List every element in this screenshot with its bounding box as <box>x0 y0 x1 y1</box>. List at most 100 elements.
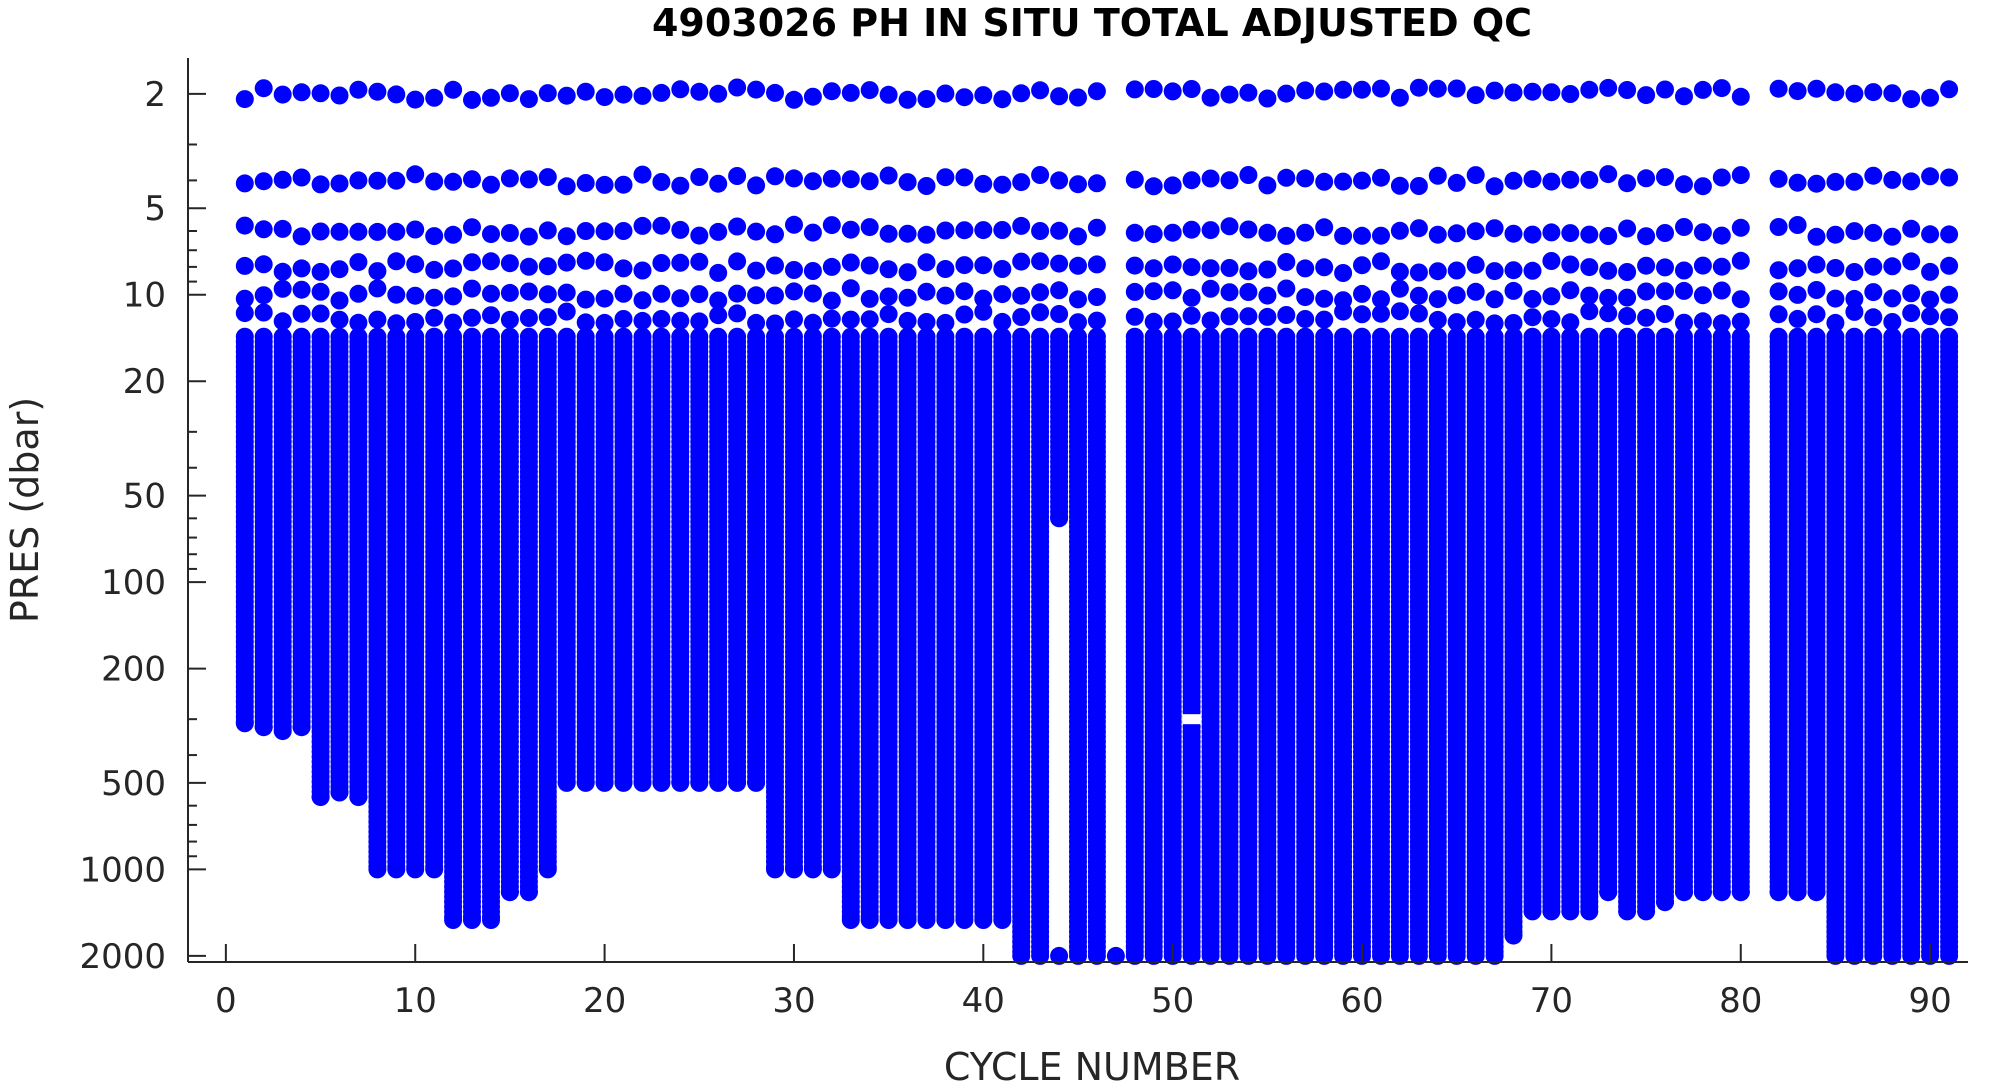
data-point <box>709 84 728 103</box>
data-point <box>576 251 595 270</box>
data-point <box>330 86 349 105</box>
data-point <box>841 220 860 239</box>
data-point <box>936 286 955 305</box>
data-point <box>822 309 841 328</box>
data-point <box>235 90 254 109</box>
data-point <box>406 313 425 331</box>
data-point <box>614 85 633 104</box>
data-point <box>482 88 500 107</box>
data-point <box>936 168 955 187</box>
data-point <box>614 259 633 278</box>
data-point <box>974 86 993 105</box>
data-point <box>822 257 841 276</box>
data-point <box>425 860 444 879</box>
data-point <box>747 261 766 280</box>
data-point <box>1012 216 1031 235</box>
data-point <box>822 169 841 188</box>
data-point <box>633 86 652 105</box>
data-point <box>822 216 841 235</box>
data-point <box>936 84 955 103</box>
data-point <box>482 284 500 303</box>
data-point <box>406 286 425 305</box>
data-point <box>822 291 841 310</box>
data-point <box>519 309 538 327</box>
data-point <box>538 84 557 103</box>
data-point <box>1012 252 1031 271</box>
data-point <box>1087 311 1106 330</box>
data-point <box>500 169 519 188</box>
data-point <box>974 221 993 240</box>
data-point <box>822 82 841 101</box>
data-point <box>766 256 784 275</box>
data-point <box>1012 308 1031 326</box>
data-point <box>368 860 387 879</box>
data-point <box>349 222 368 241</box>
data-point <box>671 773 690 792</box>
data-point <box>538 285 557 304</box>
data-point <box>273 312 292 331</box>
data-point <box>500 883 519 902</box>
data-point <box>917 225 936 244</box>
data-point <box>254 79 273 98</box>
data-point <box>311 788 330 807</box>
data-point <box>766 167 784 186</box>
data-point <box>898 90 917 109</box>
data-point <box>879 911 898 929</box>
data-point <box>368 171 387 190</box>
data-point <box>254 286 273 305</box>
data-point <box>785 860 803 879</box>
data-point <box>292 718 311 737</box>
data-point <box>879 166 898 185</box>
data-point <box>330 310 349 329</box>
data-point <box>387 285 406 304</box>
data-point <box>387 252 406 271</box>
data-point <box>728 217 747 236</box>
data-point <box>595 88 614 107</box>
data-point <box>538 221 557 240</box>
plot-markers <box>235 78 1959 965</box>
data-point <box>898 224 917 243</box>
data-point <box>519 227 538 246</box>
data-point <box>898 173 917 192</box>
data-point <box>841 911 860 929</box>
data-point <box>860 289 879 308</box>
data-point <box>879 85 898 104</box>
data-point <box>557 302 576 321</box>
data-point <box>993 260 1012 278</box>
data-point <box>841 279 860 298</box>
data-point <box>463 911 481 929</box>
data-point <box>463 308 481 327</box>
data-point <box>785 261 803 279</box>
data-point <box>576 222 595 240</box>
data-point <box>1031 81 1050 100</box>
data-point <box>292 280 311 299</box>
data-point <box>500 254 519 273</box>
data-point <box>955 221 974 240</box>
data-point <box>633 311 652 330</box>
data-point <box>747 286 766 305</box>
data-point <box>633 165 652 184</box>
data-point <box>463 279 481 298</box>
data-point <box>1031 303 1050 322</box>
data-point <box>1050 254 1069 273</box>
data-point <box>955 88 974 107</box>
data-point <box>482 911 500 929</box>
data-point <box>406 220 425 239</box>
data-point <box>652 254 671 272</box>
data-point <box>482 175 500 194</box>
data-point <box>652 284 671 303</box>
data-point <box>576 82 595 101</box>
data-point <box>330 260 349 279</box>
data-point <box>993 911 1012 929</box>
data-point <box>1050 221 1069 240</box>
data-point <box>519 883 538 902</box>
data-point <box>614 222 633 240</box>
data-point <box>898 311 917 330</box>
data-point <box>690 252 709 271</box>
data-point <box>785 282 803 301</box>
data-point <box>311 222 330 241</box>
data-point <box>785 215 803 234</box>
data-point <box>709 174 728 193</box>
data-point <box>879 287 898 306</box>
